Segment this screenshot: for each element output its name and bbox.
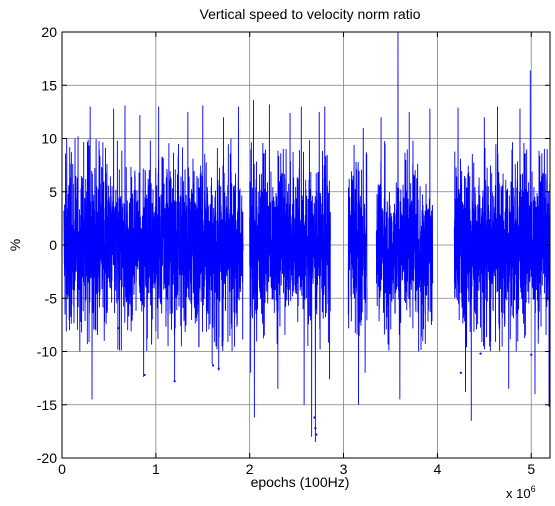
data-point bbox=[211, 364, 215, 367]
y-tick-label: -10 bbox=[37, 344, 57, 360]
data-point bbox=[117, 326, 120, 330]
series-line-segment bbox=[63, 106, 110, 400]
x-tick-label: 2 bbox=[246, 461, 254, 477]
x-tick-label: 4 bbox=[433, 461, 441, 477]
y-tick-label: -15 bbox=[37, 397, 57, 413]
series-line-segment bbox=[453, 70, 551, 421]
x-axis-label: epochs (100Hz) bbox=[251, 474, 350, 490]
plot-area: 0 1 2 3 4 5 -20 -15 -10 -5 0 5 10 15 20 bbox=[37, 24, 551, 477]
data-point bbox=[315, 433, 318, 436]
y-tick-label: -5 bbox=[45, 290, 58, 306]
data-point bbox=[479, 352, 482, 355]
y-tick-label: 5 bbox=[49, 184, 57, 200]
data-point bbox=[313, 416, 316, 419]
axis-ticks: 0 1 2 3 4 5 -20 -15 -10 -5 0 5 10 15 20 bbox=[37, 24, 550, 477]
series-line-segment bbox=[249, 100, 309, 418]
x-multiplier-base: x 10 bbox=[506, 486, 531, 501]
x-tick-label: 0 bbox=[58, 461, 66, 477]
x-tick-label: 5 bbox=[527, 461, 535, 477]
y-tick-label: -20 bbox=[37, 450, 57, 466]
series-line-segment bbox=[307, 106, 331, 443]
data-point bbox=[143, 373, 146, 377]
chart-title: Vertical speed to velocity norm ratio bbox=[200, 6, 421, 22]
y-tick-label: 20 bbox=[41, 24, 57, 40]
series-line-segment bbox=[153, 105, 244, 382]
y-tick-label: 0 bbox=[49, 237, 57, 253]
data-point bbox=[217, 367, 220, 370]
x-tick-label: 1 bbox=[152, 461, 160, 477]
series-line-segment bbox=[375, 31, 434, 400]
series-line-segment bbox=[347, 127, 368, 405]
y-tick-label: 15 bbox=[41, 77, 57, 93]
data-series bbox=[63, 31, 551, 443]
data-point bbox=[530, 353, 533, 356]
data-point bbox=[173, 380, 176, 383]
x-axis-multiplier: x 106 bbox=[506, 484, 536, 501]
y-axis-label: % bbox=[7, 239, 23, 251]
y-tick-label: 10 bbox=[41, 131, 57, 147]
data-point bbox=[314, 427, 317, 430]
series-line-segment bbox=[108, 105, 155, 378]
x-tick-label: 3 bbox=[340, 461, 348, 477]
x-multiplier-exponent: 6 bbox=[531, 484, 536, 494]
data-point bbox=[459, 371, 462, 374]
